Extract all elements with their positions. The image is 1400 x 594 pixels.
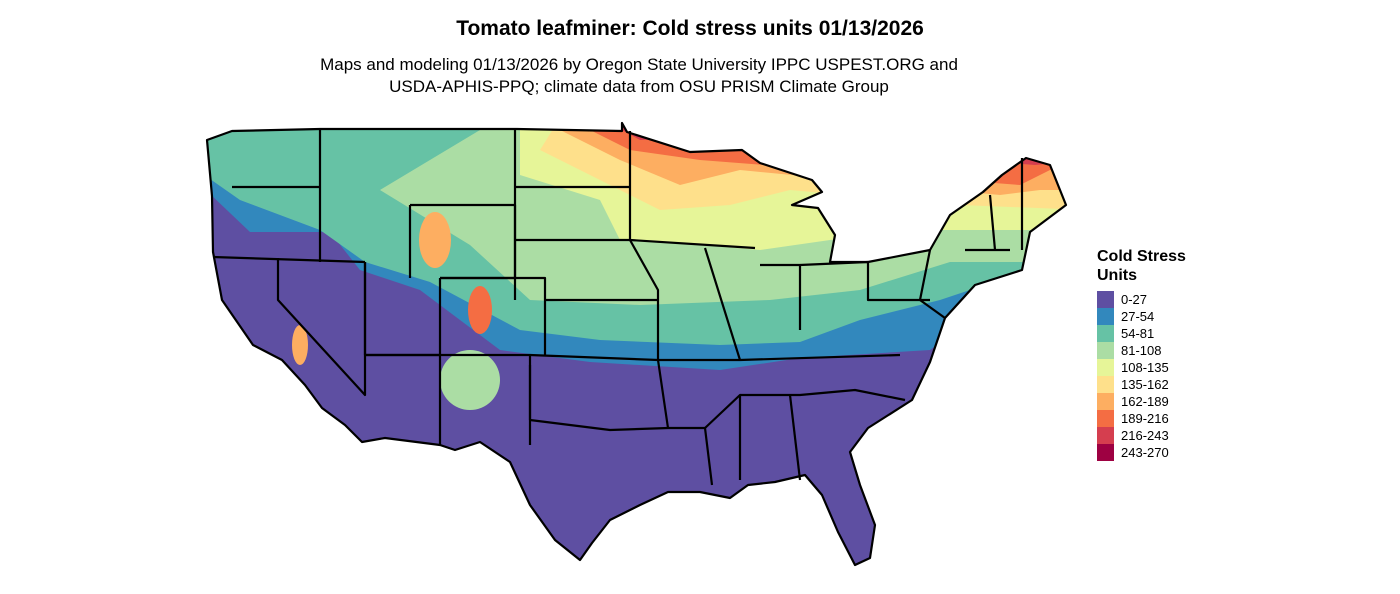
legend-label: 81-108: [1121, 343, 1162, 358]
legend-item: 135-162: [1097, 376, 1207, 393]
map-title: Tomato leafminer: Cold stress units 01/1…: [456, 17, 924, 40]
legend-label: 243-270: [1121, 445, 1169, 460]
legend-item: 54-81: [1097, 325, 1207, 342]
legend-item: 27-54: [1097, 308, 1207, 325]
legend-item: 189-216: [1097, 410, 1207, 427]
state-boundaries: [205, 121, 1068, 567]
legend-swatch: [1097, 308, 1114, 325]
map-subtitle-line-2: USDA-APHIS-PPQ; climate data from OSU PR…: [389, 77, 889, 96]
legend-item: 81-108: [1097, 342, 1207, 359]
cold-stress-raster: [207, 123, 1066, 565]
legend-item: 243-270: [1097, 444, 1207, 461]
legend-label: 135-162: [1121, 377, 1169, 392]
legend-label: 108-135: [1121, 360, 1169, 375]
legend-title: Cold Stress Units: [1097, 247, 1207, 285]
legend-swatch: [1097, 376, 1114, 393]
us-cold-stress-map: [205, 121, 1068, 567]
legend-label: 0-27: [1121, 292, 1148, 307]
legend-swatch: [1097, 444, 1114, 461]
legend-swatch: [1097, 342, 1114, 359]
legend-label: 162-189: [1121, 394, 1169, 409]
legend-item: 0-27: [1097, 291, 1207, 308]
legend-title-line-2: Units: [1097, 267, 1137, 284]
legend-items: 0-27 27-54 54-81 81-108 108-135 135-162 …: [1097, 291, 1207, 461]
legend-swatch: [1097, 325, 1114, 342]
legend: Cold Stress Units 0-27 27-54 54-81 81-10…: [1097, 247, 1207, 461]
legend-swatch: [1097, 359, 1114, 376]
legend-title-line-1: Cold Stress: [1097, 248, 1186, 265]
legend-swatch: [1097, 393, 1114, 410]
legend-swatch: [1097, 410, 1114, 427]
legend-swatch: [1097, 427, 1114, 444]
legend-label: 27-54: [1121, 309, 1155, 324]
legend-item: 108-135: [1097, 359, 1207, 376]
legend-label: 216-243: [1121, 428, 1169, 443]
legend-swatch: [1097, 291, 1114, 308]
legend-label: 189-216: [1121, 411, 1169, 426]
legend-label: 54-81: [1121, 326, 1155, 341]
legend-item: 216-243: [1097, 427, 1207, 444]
legend-item: 162-189: [1097, 393, 1207, 410]
map-subtitle-line-1: Maps and modeling 01/13/2026 by Oregon S…: [320, 55, 958, 74]
